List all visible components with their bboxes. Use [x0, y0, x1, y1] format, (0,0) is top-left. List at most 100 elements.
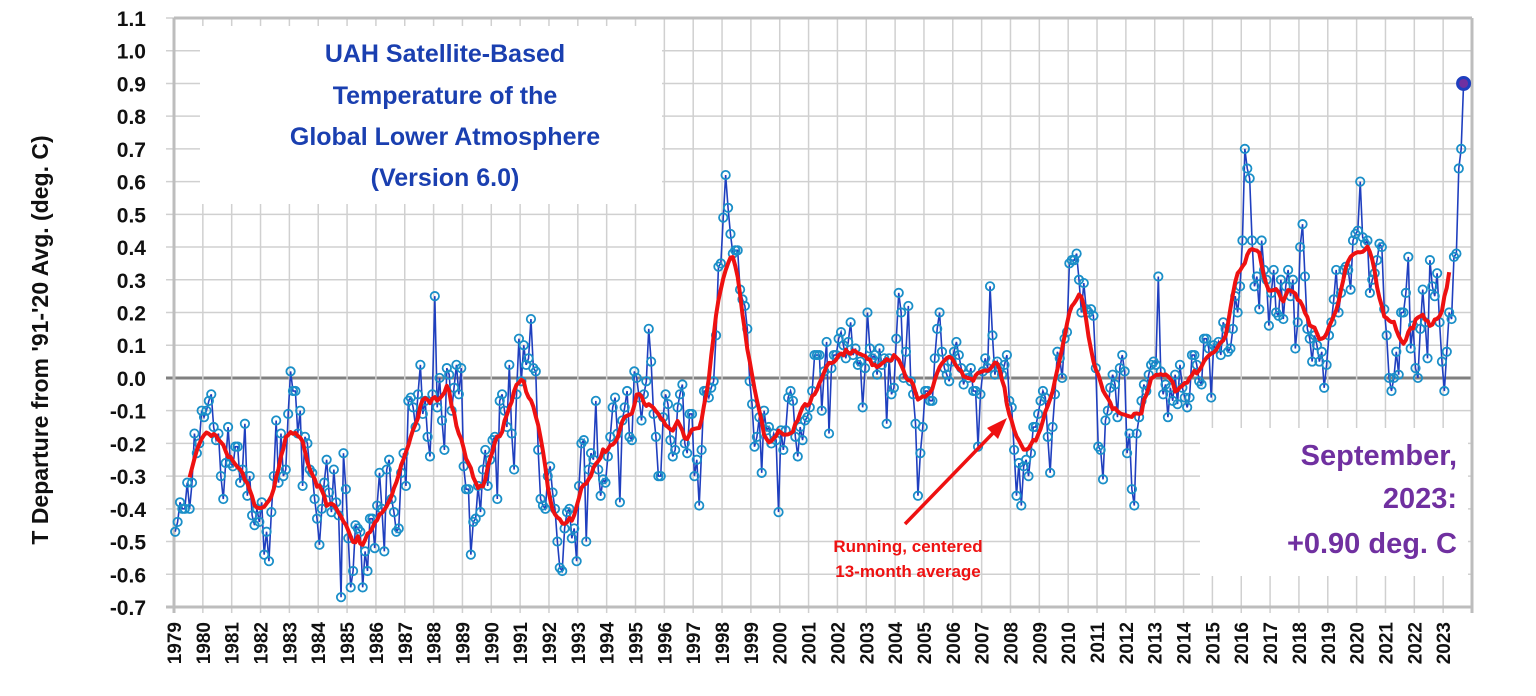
data-point	[1131, 428, 1142, 439]
data-point	[1424, 255, 1436, 266]
data-point	[1033, 408, 1044, 420]
data-point	[359, 546, 371, 557]
data-point	[720, 169, 731, 181]
data-point	[271, 415, 282, 426]
x-tick-label: 2001	[800, 622, 821, 665]
data-point	[564, 503, 575, 514]
data-point	[1295, 241, 1306, 253]
x-tick-label: 1995	[627, 622, 648, 665]
data-point	[1444, 307, 1455, 318]
x-tick-label: 1999	[742, 622, 763, 664]
data-point	[1439, 385, 1450, 397]
data-point	[674, 389, 686, 400]
data-point	[857, 402, 868, 413]
data-point	[319, 477, 330, 488]
x-tick-label: 1983	[280, 622, 301, 664]
x-tick-label: 1991	[511, 622, 532, 665]
x-tick-label: 1979	[165, 622, 186, 664]
data-point	[1172, 399, 1183, 410]
title-box	[200, 26, 662, 204]
data-point	[285, 366, 296, 377]
x-tick-label: 1994	[598, 622, 619, 665]
data-point	[1410, 363, 1421, 374]
data-point	[314, 539, 325, 550]
data-point	[999, 359, 1010, 370]
data-point	[196, 405, 207, 416]
data-point	[1287, 274, 1299, 285]
data-point	[1143, 369, 1154, 380]
data-point	[1268, 264, 1279, 276]
data-point	[480, 444, 491, 456]
data-point	[1189, 349, 1200, 361]
data-point	[297, 480, 308, 492]
data-point	[965, 363, 976, 374]
data-point	[504, 359, 515, 370]
data-point	[756, 467, 767, 478]
y-tick-label: -0.6	[110, 564, 146, 587]
data-point	[843, 336, 854, 348]
data-point	[530, 366, 541, 377]
data-point	[1436, 356, 1448, 367]
x-tick-label: 1996	[655, 622, 676, 664]
x-tick-label: 2019	[1319, 622, 1340, 664]
data-point	[369, 542, 380, 554]
running-mean-label-line-1: Running, centered	[833, 537, 982, 556]
chart-title-line-4: (Version 6.0)	[371, 164, 520, 192]
data-point	[232, 441, 243, 452]
data-point	[179, 503, 190, 514]
data-point	[881, 418, 892, 429]
data-point	[797, 435, 808, 446]
data-point	[888, 382, 900, 393]
x-tick-label: 1985	[338, 622, 359, 665]
data-point	[932, 323, 943, 334]
data-point	[388, 507, 400, 518]
y-tick-label: -0.5	[110, 532, 147, 555]
data-point	[619, 402, 630, 413]
data-point	[951, 336, 962, 348]
data-point	[718, 212, 729, 223]
data-point	[722, 202, 734, 213]
data-point	[891, 333, 902, 344]
data-point	[859, 363, 871, 374]
data-point	[436, 415, 448, 426]
data-point	[1069, 255, 1080, 266]
data-point	[1126, 484, 1137, 495]
y-tick-label: 0.6	[117, 172, 146, 195]
data-point	[408, 402, 419, 413]
data-point	[412, 389, 424, 400]
data-point	[340, 484, 351, 495]
data-point	[1095, 444, 1106, 456]
data-point	[280, 464, 291, 475]
data-point	[1182, 402, 1193, 413]
data-point	[1355, 176, 1366, 187]
data-point	[1201, 333, 1212, 344]
x-tick-label: 2004	[886, 622, 907, 665]
data-point	[557, 565, 568, 577]
data-point	[672, 402, 683, 413]
data-point	[896, 307, 907, 318]
data-point	[1249, 281, 1260, 292]
data-point	[984, 281, 996, 292]
data-point	[792, 451, 803, 462]
data-point	[1292, 317, 1303, 328]
data-point	[513, 333, 525, 344]
x-tick-label: 1980	[194, 622, 215, 664]
y-tick-label: 0.5	[117, 204, 147, 227]
latest-value-box	[1200, 428, 1468, 576]
data-point	[1299, 271, 1311, 282]
data-point	[1021, 454, 1032, 465]
data-point	[254, 516, 265, 528]
data-point	[893, 287, 904, 298]
data-point	[222, 421, 234, 433]
data-point	[1119, 366, 1130, 377]
x-tick-label: 2021	[1376, 622, 1397, 665]
data-point	[1121, 448, 1133, 459]
data-point	[578, 435, 589, 446]
y-tick-label: 0.1	[117, 335, 147, 358]
data-point	[1400, 287, 1411, 298]
data-point	[470, 513, 481, 524]
data-point	[1319, 382, 1330, 393]
data-point	[393, 523, 404, 534]
data-point	[980, 353, 991, 364]
